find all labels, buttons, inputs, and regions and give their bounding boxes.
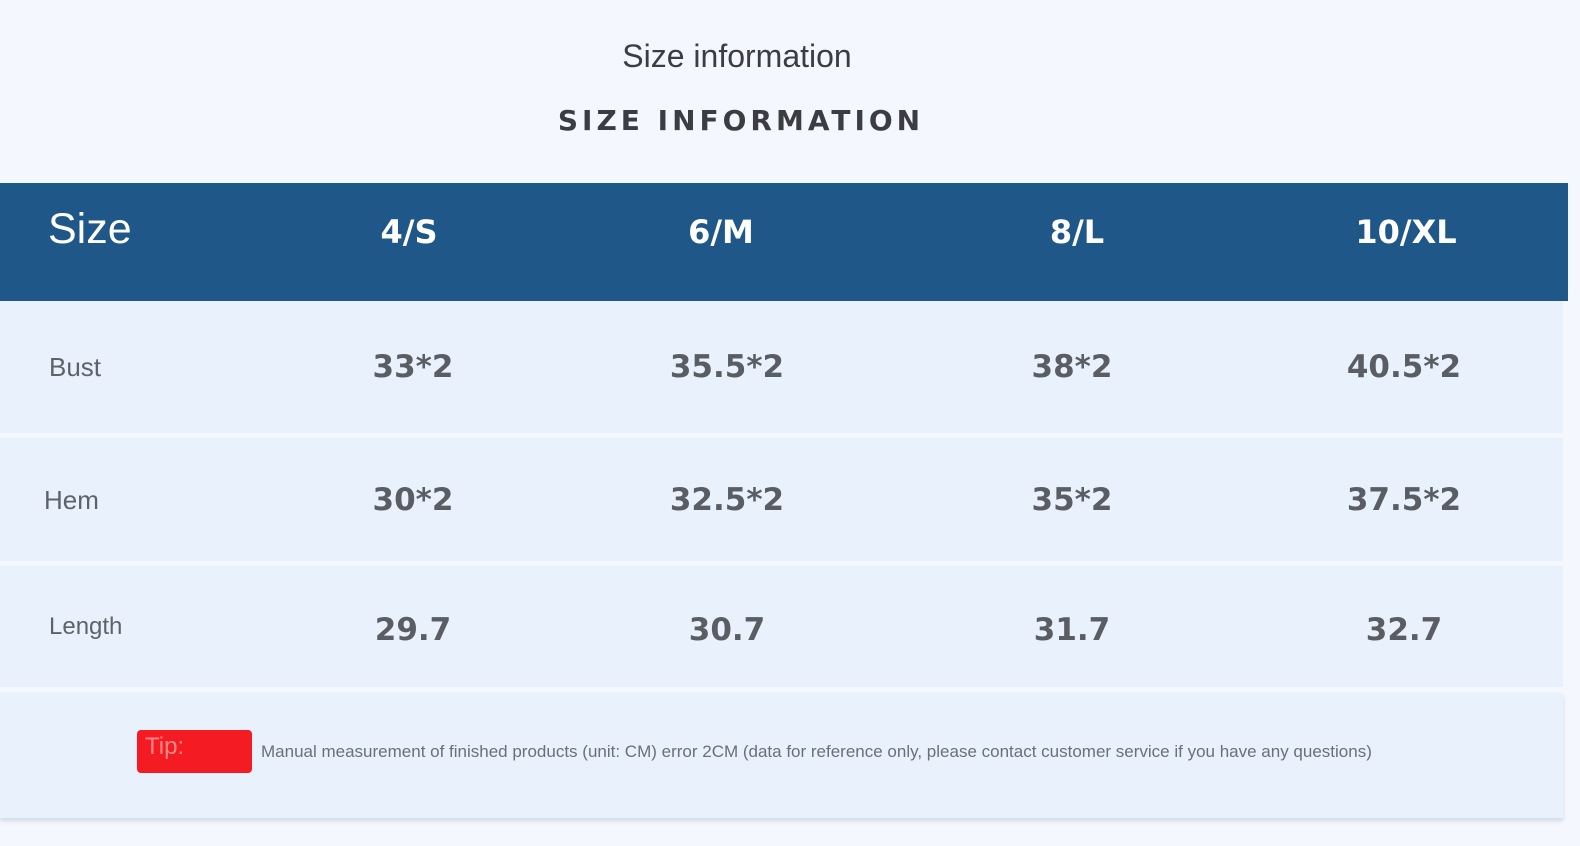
table-cell: 37.5*2 <box>1346 482 1462 518</box>
page-subtitle: SIZE INFORMATION <box>557 104 925 137</box>
table-cell: 32.7 <box>1365 612 1443 648</box>
table-row-bust: Bust 33*2 35.5*2 38*2 40.5*2 <box>0 301 1563 433</box>
size-column-header: 10/XL <box>1355 213 1457 251</box>
tip-badge: Tip: <box>137 730 252 773</box>
page-title: Size information <box>622 38 852 74</box>
table-row-length: Length 29.7 30.7 31.7 32.7 <box>0 566 1563 687</box>
size-column-header: 8/L <box>1049 213 1105 251</box>
table-cell: 35*2 <box>1031 482 1113 518</box>
table-cell: 30*2 <box>372 482 454 518</box>
tip-section: Tip: Manual measurement of finished prod… <box>0 693 1563 818</box>
row-label: Hem <box>44 485 99 515</box>
table-cell: 38*2 <box>1031 349 1113 385</box>
table-cell: 32.5*2 <box>669 482 785 518</box>
tip-text: Manual measurement of finished products … <box>261 742 1372 761</box>
size-header-label: Size <box>48 205 132 253</box>
table-cell: 29.7 <box>374 612 452 648</box>
row-label: Length <box>49 613 123 640</box>
table-cell: 40.5*2 <box>1346 349 1462 385</box>
row-label: Bust <box>49 352 102 382</box>
table-cell: 33*2 <box>372 349 454 385</box>
table-row-hem: Hem 30*2 32.5*2 35*2 37.5*2 <box>0 438 1563 561</box>
size-column-header: 4/S <box>380 213 438 251</box>
table-cell: 30.7 <box>688 612 766 648</box>
table-cell: 31.7 <box>1033 612 1111 648</box>
table-cell: 35.5*2 <box>669 349 785 385</box>
size-header-row: Size 4/S 6/M 8/L 10/XL <box>0 183 1568 301</box>
size-column-header: 6/M <box>688 213 754 251</box>
